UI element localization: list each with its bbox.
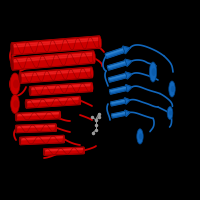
Ellipse shape: [29, 87, 31, 95]
Polygon shape: [20, 136, 64, 140]
Ellipse shape: [19, 137, 21, 145]
Polygon shape: [30, 83, 92, 95]
Polygon shape: [112, 111, 126, 118]
Polygon shape: [30, 84, 92, 90]
Polygon shape: [12, 53, 94, 62]
Polygon shape: [20, 69, 92, 76]
Polygon shape: [105, 48, 124, 56]
Polygon shape: [26, 96, 80, 108]
Polygon shape: [12, 36, 100, 55]
Ellipse shape: [55, 124, 57, 131]
Polygon shape: [125, 98, 130, 104]
Polygon shape: [44, 147, 84, 155]
Polygon shape: [16, 111, 60, 121]
Ellipse shape: [169, 81, 175, 97]
Polygon shape: [110, 86, 127, 94]
Polygon shape: [112, 112, 125, 116]
Polygon shape: [26, 98, 80, 103]
Polygon shape: [125, 59, 132, 66]
Polygon shape: [111, 100, 125, 104]
Ellipse shape: [167, 107, 173, 119]
Polygon shape: [109, 74, 126, 80]
Ellipse shape: [171, 86, 175, 92]
Ellipse shape: [10, 58, 14, 70]
Ellipse shape: [91, 83, 93, 91]
Ellipse shape: [137, 129, 143, 144]
Polygon shape: [20, 67, 92, 83]
Ellipse shape: [79, 96, 81, 104]
Ellipse shape: [13, 80, 19, 88]
Polygon shape: [108, 73, 127, 82]
Polygon shape: [126, 85, 132, 92]
Polygon shape: [110, 87, 126, 92]
Polygon shape: [16, 112, 60, 116]
Ellipse shape: [139, 133, 143, 139]
Ellipse shape: [98, 36, 102, 48]
Ellipse shape: [10, 43, 14, 55]
Ellipse shape: [13, 100, 19, 108]
Polygon shape: [125, 110, 130, 116]
Polygon shape: [20, 135, 64, 145]
Polygon shape: [107, 61, 127, 70]
Ellipse shape: [92, 51, 96, 63]
Polygon shape: [125, 72, 132, 79]
Ellipse shape: [11, 94, 19, 114]
Ellipse shape: [15, 125, 17, 133]
Ellipse shape: [19, 73, 21, 83]
Polygon shape: [12, 38, 100, 47]
Ellipse shape: [91, 67, 93, 78]
Ellipse shape: [25, 100, 27, 108]
Polygon shape: [44, 148, 84, 151]
Ellipse shape: [59, 111, 61, 119]
Polygon shape: [123, 46, 130, 54]
Ellipse shape: [10, 73, 20, 95]
Ellipse shape: [152, 68, 156, 76]
Polygon shape: [11, 51, 95, 70]
Polygon shape: [111, 99, 126, 106]
Polygon shape: [16, 125, 56, 128]
Polygon shape: [16, 124, 56, 133]
Polygon shape: [108, 61, 126, 68]
Ellipse shape: [169, 110, 172, 116]
Ellipse shape: [83, 147, 85, 154]
Ellipse shape: [63, 135, 65, 143]
Ellipse shape: [43, 149, 45, 155]
Ellipse shape: [15, 113, 17, 121]
Ellipse shape: [149, 62, 157, 82]
Polygon shape: [105, 48, 125, 58]
